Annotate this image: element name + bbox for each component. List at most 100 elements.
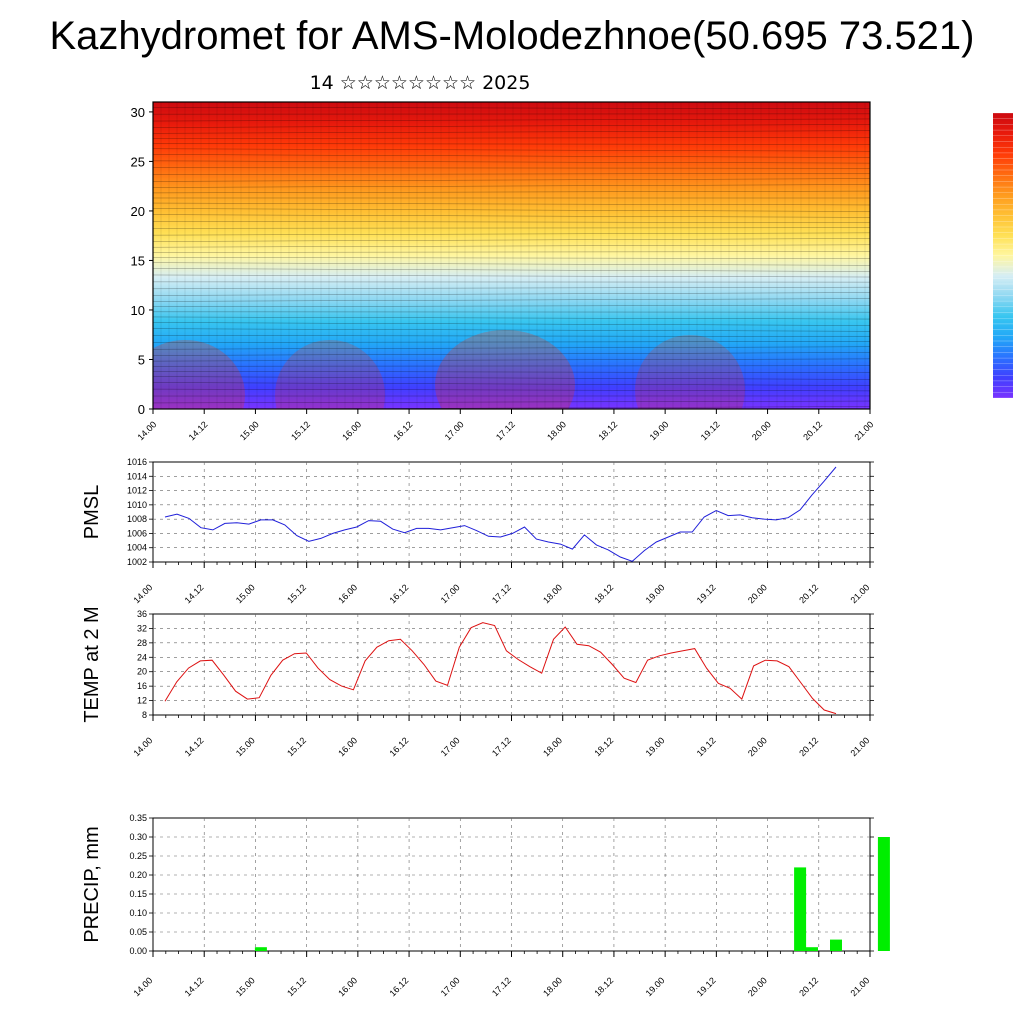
y-axis-label: PRECIP, mm bbox=[81, 826, 103, 942]
isentrope bbox=[153, 130, 870, 134]
x-tick-label: 20.12 bbox=[797, 582, 820, 605]
isentrope bbox=[153, 328, 870, 332]
warm-core bbox=[435, 330, 575, 409]
isentrope bbox=[153, 167, 870, 169]
y-tick-label: 10 bbox=[131, 303, 145, 318]
isentrope bbox=[153, 257, 870, 259]
warm-core bbox=[153, 340, 245, 409]
x-tick-label: 18.12 bbox=[592, 975, 615, 998]
y-tick-label: 1004 bbox=[127, 543, 147, 553]
chart-subtitle: 14 ☆☆☆☆☆☆☆☆ 2025 bbox=[309, 72, 531, 94]
x-tick-label: 14.12 bbox=[183, 975, 206, 998]
x-tick-label: 17.12 bbox=[490, 975, 513, 998]
x-tick-label: 19.00 bbox=[648, 419, 671, 442]
x-tick-label: 18.00 bbox=[541, 735, 564, 758]
x-tick-label: 18.12 bbox=[592, 582, 615, 605]
isentrope bbox=[153, 274, 870, 278]
x-tick-label: 17.00 bbox=[439, 975, 462, 998]
temp-panel: 8 12 16 20 24 28 32 36 14.00 14.12 15.00 15.12 16.00… bbox=[81, 606, 874, 758]
x-tick-label: 19.00 bbox=[644, 975, 667, 998]
x-tick-label: 19.00 bbox=[644, 735, 667, 758]
isentrope bbox=[153, 382, 870, 386]
y-tick-label: 12 bbox=[137, 696, 147, 706]
x-tick-label: 19.12 bbox=[695, 975, 718, 998]
x-tick-label: 21.00 bbox=[848, 735, 871, 758]
isentrope bbox=[153, 221, 870, 223]
x-tick-label: 20.00 bbox=[750, 419, 773, 442]
y-tick-label: 1010 bbox=[127, 500, 147, 510]
pmsl-series-line bbox=[164, 466, 837, 562]
y-tick-label: 20 bbox=[137, 667, 147, 677]
isentrope bbox=[153, 214, 870, 218]
y-tick-label: 15 bbox=[131, 253, 145, 268]
y-tick-label: 1012 bbox=[127, 486, 147, 496]
x-tick-label: 14.00 bbox=[135, 419, 158, 442]
isentrope bbox=[153, 251, 870, 253]
x-tick-label: 16.12 bbox=[387, 582, 410, 605]
x-tick-label: 14.12 bbox=[187, 419, 210, 442]
y-tick-label: 1002 bbox=[127, 557, 147, 567]
x-tick-label: 20.00 bbox=[746, 735, 769, 758]
precip-panel: 0.00 0.05 0.10 0.15 0.20 0.25 0.30 0.35 14.00 14.… bbox=[81, 813, 890, 998]
isentrope bbox=[153, 143, 870, 145]
x-tick-label: 21.00 bbox=[852, 419, 875, 442]
cross-section-panel: 0 5 10 15 20 25 30 14.00 14.12 15.00 15.12 16.00 16.… bbox=[131, 101, 875, 442]
x-tick-label: 21.00 bbox=[848, 582, 871, 605]
isentrope bbox=[153, 388, 870, 392]
y-tick-label: 0.20 bbox=[129, 870, 147, 880]
x-tick-label: 16.00 bbox=[336, 735, 359, 758]
y-tick-label: 30 bbox=[131, 105, 145, 120]
isentrope bbox=[153, 268, 870, 272]
x-tick-label: 17.00 bbox=[439, 735, 462, 758]
isentrope bbox=[153, 227, 870, 229]
isentrope bbox=[153, 208, 870, 212]
isentrope bbox=[153, 400, 870, 404]
isentrope bbox=[153, 232, 870, 236]
y-tick-label: 36 bbox=[137, 609, 147, 619]
isentrope bbox=[153, 341, 870, 343]
x-tick-label: 15.00 bbox=[238, 419, 261, 442]
precip-bar bbox=[830, 939, 842, 951]
x-tick-label: 15.12 bbox=[289, 419, 312, 442]
colorbar bbox=[993, 112, 1013, 399]
x-tick-label: 15.12 bbox=[285, 975, 308, 998]
isentrope bbox=[153, 184, 870, 188]
y-tick-label: 0 bbox=[138, 402, 145, 417]
y-tick-label: 0.35 bbox=[129, 813, 147, 823]
y-axis-label: PMSL bbox=[81, 485, 103, 539]
x-tick-label: 17.12 bbox=[490, 735, 513, 758]
x-tick-label: 15.12 bbox=[285, 735, 308, 758]
x-tick-label: 18.00 bbox=[541, 582, 564, 605]
precip-bar bbox=[806, 947, 818, 951]
x-tick-label: 19.00 bbox=[644, 582, 667, 605]
y-tick-label: 0.30 bbox=[129, 832, 147, 842]
y-tick-label: 0.00 bbox=[129, 946, 147, 956]
x-tick-label: 19.12 bbox=[695, 582, 718, 605]
precip-bar bbox=[877, 837, 890, 951]
precip-bar bbox=[794, 867, 807, 951]
isentrope bbox=[153, 190, 870, 194]
chart-title: Kazhydromet for AMS-Molodezhnoe(50.695 7… bbox=[49, 14, 975, 58]
y-tick-label: 28 bbox=[137, 638, 147, 648]
x-tick-label: 14.00 bbox=[131, 975, 154, 998]
isentrope bbox=[153, 292, 870, 296]
warm-core bbox=[275, 340, 385, 409]
y-tick-label: 1008 bbox=[127, 514, 147, 524]
x-tick-label: 15.00 bbox=[234, 735, 257, 758]
x-tick-label: 20.12 bbox=[801, 419, 824, 442]
y-tick-label: 8 bbox=[142, 710, 147, 720]
warm-core bbox=[635, 335, 745, 409]
isentrope bbox=[153, 376, 870, 380]
y-tick-label: 16 bbox=[137, 681, 147, 691]
x-tick-label: 17.00 bbox=[439, 582, 462, 605]
x-tick-label: 14.00 bbox=[131, 582, 154, 605]
isentrope bbox=[153, 286, 870, 290]
isentrope bbox=[153, 305, 870, 307]
x-tick-label: 16.00 bbox=[340, 419, 363, 442]
y-tick-label: 25 bbox=[131, 154, 145, 169]
isentrope bbox=[153, 316, 870, 320]
x-tick-label: 19.12 bbox=[695, 735, 718, 758]
x-tick-label: 19.12 bbox=[699, 419, 722, 442]
x-tick-label: 16.00 bbox=[336, 582, 359, 605]
y-tick-label: 32 bbox=[137, 623, 147, 633]
